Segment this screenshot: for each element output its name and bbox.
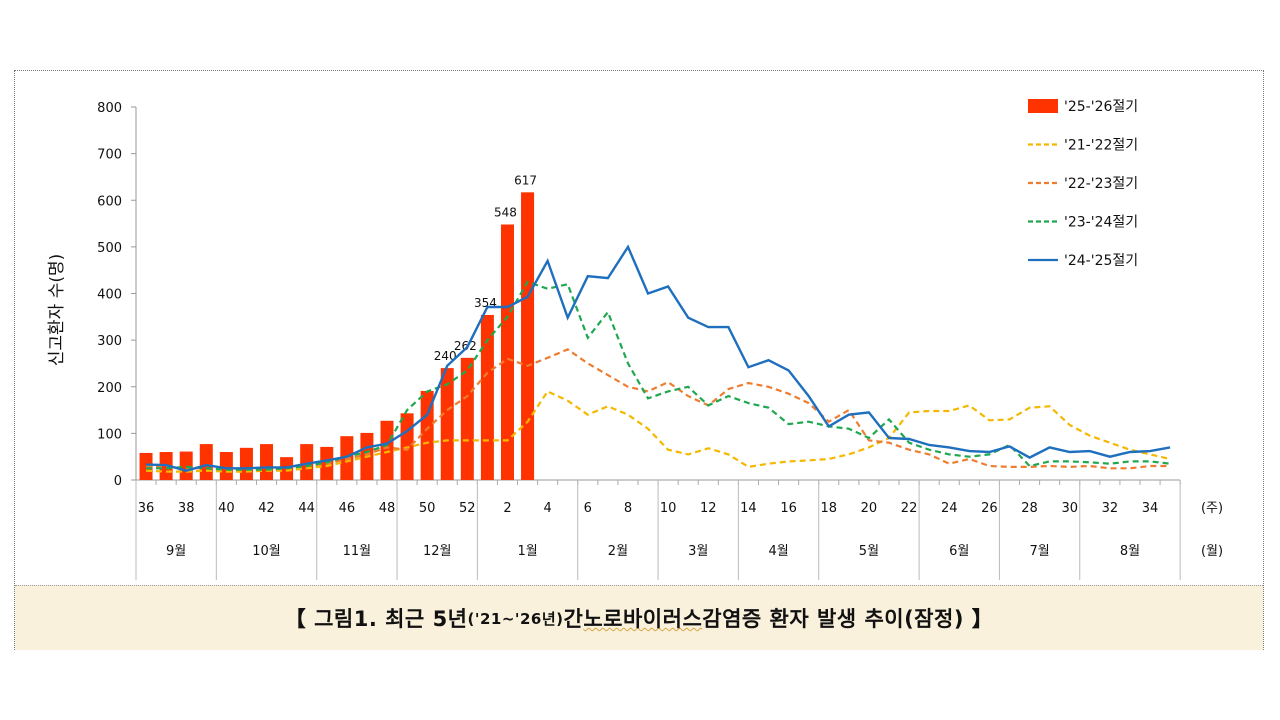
month-label: 10월 — [252, 544, 281, 559]
month-label: 12월 — [423, 544, 452, 559]
bar — [260, 444, 274, 480]
bar — [500, 224, 514, 480]
y-axis-label: 신고환자 수(명) — [47, 254, 67, 367]
x-tick-label: 6 — [584, 501, 592, 516]
month-label: 6월 — [949, 544, 969, 559]
x-tick-label: 44 — [298, 501, 315, 516]
y-tick-label: 200 — [97, 381, 122, 396]
bar-data-label: 617 — [514, 173, 537, 187]
x-unit-week: (주) — [1201, 501, 1223, 516]
series-line — [145, 244, 1171, 472]
month-label: 7월 — [1029, 544, 1049, 559]
x-tick-label: 34 — [1142, 501, 1159, 516]
x-tick-label: 28 — [1021, 501, 1038, 516]
x-tick-label: 18 — [820, 501, 837, 516]
x-tick-label: 48 — [379, 501, 396, 516]
y-tick-label: 100 — [97, 427, 122, 442]
month-label: 9월 — [166, 544, 186, 559]
x-tick-label: 38 — [178, 501, 195, 516]
x-tick-label: 12 — [700, 501, 717, 516]
month-label: 1월 — [517, 544, 537, 559]
figure-caption: 【 그림1. 최근 5년 ('21~'26년) 간 노로바이러스 감염증 환자 발… — [15, 585, 1263, 650]
bar-data-label: 548 — [494, 205, 517, 219]
x-tick-label: 4 — [543, 501, 551, 516]
bar — [380, 420, 394, 480]
caption-rest: 감염증 환자 발생 추이(잠정) 】 — [702, 607, 994, 631]
legend-swatch — [1028, 99, 1058, 113]
x-tick-label: 40 — [218, 501, 235, 516]
x-tick-label: 8 — [624, 501, 632, 516]
month-label: 8월 — [1120, 544, 1140, 559]
caption-mid: 간 — [563, 607, 584, 631]
x-tick-label: 36 — [138, 501, 155, 516]
x-tick-label: 24 — [941, 501, 958, 516]
x-tick-label: 20 — [861, 501, 878, 516]
month-label: 2월 — [608, 544, 628, 559]
y-tick-label: 0 — [114, 474, 122, 489]
y-tick-label: 600 — [97, 194, 122, 209]
x-tick-label: 50 — [419, 501, 436, 516]
y-tick-label: 700 — [97, 148, 122, 163]
x-tick-label: 46 — [339, 501, 356, 516]
x-tick-label: 2 — [503, 501, 511, 516]
legend-label: '25-'26절기 — [1064, 99, 1138, 115]
caption-range: ('21~'26년) — [467, 609, 564, 628]
bar — [440, 368, 454, 480]
bar-data-label: 262 — [454, 339, 477, 353]
bar — [300, 444, 314, 480]
bar — [460, 357, 474, 480]
legend-label: '24-'25절기 — [1064, 253, 1138, 269]
x-tick-label: 22 — [901, 501, 918, 516]
x-tick-label: 26 — [981, 501, 998, 516]
bar-data-label: 240 — [434, 349, 457, 363]
x-tick-label: 30 — [1061, 501, 1078, 516]
bar — [179, 451, 193, 480]
series-line — [146, 280, 1171, 471]
x-tick-label: 16 — [780, 501, 797, 516]
x-tick-label: 14 — [740, 501, 757, 516]
legend-label: '22-'23절기 — [1064, 176, 1138, 192]
caption-prefix: 【 그림1. 최근 5년 — [284, 607, 468, 631]
bar — [420, 390, 434, 480]
y-tick-label: 500 — [97, 241, 122, 256]
bar — [219, 452, 233, 480]
x-tick-label: 52 — [459, 501, 476, 516]
x-tick-label: 32 — [1102, 501, 1119, 516]
x-unit-month: (월) — [1201, 544, 1223, 559]
x-tick-label: 10 — [660, 501, 677, 516]
bar — [239, 447, 253, 480]
series-line — [145, 390, 1171, 473]
legend-label: '21-'22절기 — [1064, 138, 1138, 154]
legend-label: '23-'24절기 — [1064, 215, 1138, 231]
y-tick-label: 300 — [97, 334, 122, 349]
month-label: 5월 — [859, 544, 879, 559]
y-tick-label: 800 — [97, 101, 122, 116]
bar — [480, 314, 494, 480]
x-tick-label: 42 — [258, 501, 275, 516]
bar — [199, 444, 213, 480]
bar — [521, 192, 535, 481]
month-label: 11월 — [343, 544, 372, 559]
month-label: 3월 — [688, 544, 708, 559]
caption-virus: 노로바이러스 — [583, 607, 703, 631]
y-tick-label: 400 — [97, 288, 122, 303]
month-label: 4월 — [768, 544, 788, 559]
